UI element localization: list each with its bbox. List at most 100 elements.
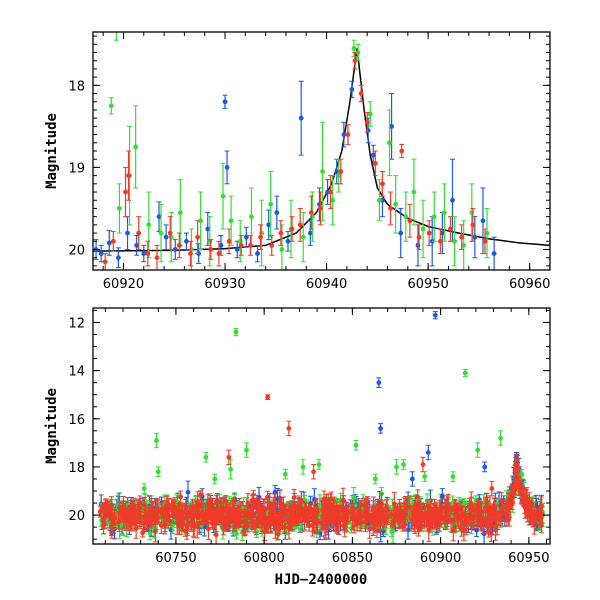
series-0-point: [163, 224, 169, 250]
data-point: [108, 103, 114, 109]
series-2-point: [102, 253, 108, 270]
series-1-point: [387, 109, 393, 177]
data-point: [398, 230, 404, 236]
data-point: [470, 222, 476, 228]
series-0-point: [115, 247, 121, 269]
series-1-point: [268, 171, 274, 238]
data-point: [249, 214, 254, 220]
data-point: [167, 230, 173, 236]
data-point: [189, 247, 194, 252]
data-point: [117, 206, 122, 211]
data-point: [420, 226, 426, 232]
data-point: [156, 214, 162, 220]
data-point: [461, 242, 467, 248]
series-0-point: [224, 150, 230, 185]
data-point: [345, 132, 351, 137]
data-point: [226, 238, 232, 244]
x-tick-label: 60940: [306, 277, 347, 292]
data-point: [115, 255, 121, 261]
data-point: [387, 140, 392, 146]
y-tick-label: 19: [68, 161, 85, 176]
data-point: [309, 214, 315, 220]
data-point: [268, 201, 274, 207]
data-point: [370, 152, 376, 158]
series-1-point: [469, 183, 475, 242]
data-point: [174, 499, 180, 504]
data-point: [393, 201, 399, 207]
series-2-point: [328, 175, 334, 209]
data-point: [279, 247, 285, 252]
series-0-point: [316, 187, 322, 222]
data-point: [469, 210, 475, 215]
series-0-point: [370, 144, 376, 166]
data-point: [441, 210, 447, 215]
data-point: [439, 230, 445, 236]
series-2-point: [167, 216, 173, 250]
series-0-point: [491, 236, 497, 270]
x-tick-label: 60920: [103, 277, 144, 292]
series-1-point: [393, 175, 399, 234]
data-point: [278, 230, 284, 236]
series-0-point: [205, 212, 211, 246]
data-point: [437, 238, 443, 244]
data-point: [376, 197, 382, 203]
data-point: [258, 234, 263, 240]
series-1-point: [158, 203, 164, 263]
data-point: [224, 165, 230, 170]
data-point: [123, 189, 128, 195]
data-point: [114, 25, 119, 30]
series-2-point: [136, 216, 142, 250]
data-point: [415, 242, 421, 248]
data-point: [352, 58, 358, 64]
data-point: [274, 210, 280, 215]
series-0-point: [274, 195, 280, 230]
series-1-point: [248, 187, 254, 246]
series-2-point: [238, 235, 244, 256]
series-1-point: [351, 39, 357, 58]
data-point: [198, 218, 204, 224]
y-tick-label: 20: [68, 243, 85, 258]
data-point: [298, 115, 304, 121]
series-0-point: [255, 244, 261, 263]
series-2-point: [372, 150, 378, 177]
series-2-point: [482, 228, 488, 255]
data-point: [388, 206, 393, 211]
data-point: [234, 247, 240, 252]
series-1-point: [133, 105, 139, 189]
series-0-point: [141, 244, 147, 263]
data-point: [237, 238, 243, 244]
data-point: [480, 218, 486, 224]
series-1-point: [376, 179, 382, 222]
series-0-point: [285, 230, 291, 252]
data-point: [259, 230, 264, 236]
data-point: [158, 230, 164, 236]
data-point: [126, 173, 131, 179]
data-point: [188, 251, 193, 256]
series-1-point: [320, 121, 326, 222]
data-point: [134, 242, 140, 248]
series-2-point: [437, 228, 443, 255]
series-0-point: [415, 224, 421, 267]
bottom-panel-data-marks: [97, 311, 546, 544]
series-2-point: [379, 171, 385, 197]
series-2-point: [187, 240, 193, 267]
x-tick-label: 60930: [204, 277, 245, 292]
data-point: [307, 230, 313, 236]
series-2-point: [358, 84, 364, 103]
data-point: [106, 240, 112, 246]
series-0-point: [349, 80, 355, 99]
data-point: [205, 226, 211, 232]
data-point: [98, 251, 104, 256]
series-0-point: [222, 94, 228, 109]
data-point: [172, 247, 178, 252]
top-panel-ylabel: Magnitude: [44, 113, 60, 189]
data-point: [195, 234, 201, 240]
series-2-point: [195, 220, 201, 255]
series-2-point: [247, 235, 253, 256]
data-point: [358, 91, 364, 96]
data-point: [269, 242, 275, 248]
series-1-point: [441, 183, 447, 242]
series-2-point: [122, 166, 128, 218]
data-point: [308, 210, 314, 215]
series-1-point: [146, 191, 152, 259]
